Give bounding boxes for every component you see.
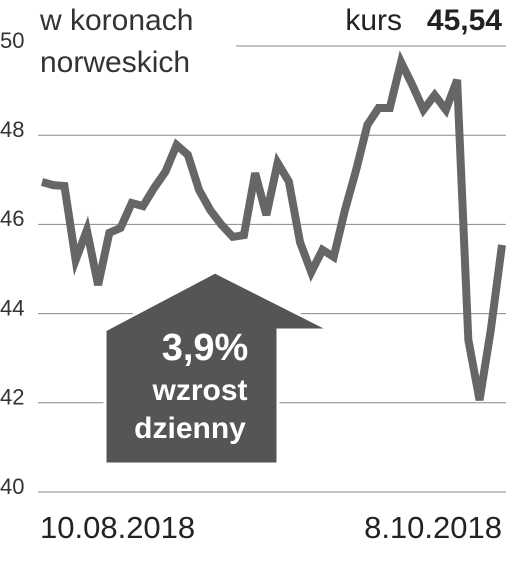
plot: [40, 50, 506, 401]
y-axis-label: w koronach: [39, 4, 193, 37]
y-tick-label: 48: [0, 117, 24, 142]
grid: 40 42 44 46 48 50: [0, 28, 506, 499]
current-value: 45,54: [427, 4, 502, 37]
annotation-text: dzienny: [134, 412, 246, 445]
y-tick-label: 44: [0, 295, 24, 320]
y-tick-label: 46: [0, 206, 24, 231]
label-background: [36, 0, 236, 86]
y-axis-label: norweskich: [40, 46, 190, 79]
x-tick-label: 10.08.2018: [40, 510, 195, 545]
price-line: [40, 50, 506, 401]
label-background: [320, 0, 506, 44]
y-tick-label: 42: [0, 385, 24, 410]
annotation-text: wzrost: [151, 374, 247, 407]
annotation-change: 3,9%: [162, 327, 249, 369]
x-tick-label: 8.10.2018: [364, 510, 502, 545]
y-tick-label: 50: [0, 28, 24, 53]
current-label: kurs: [345, 4, 402, 37]
y-tick-label: 40: [0, 474, 24, 499]
growth-arrow: [103, 270, 331, 466]
